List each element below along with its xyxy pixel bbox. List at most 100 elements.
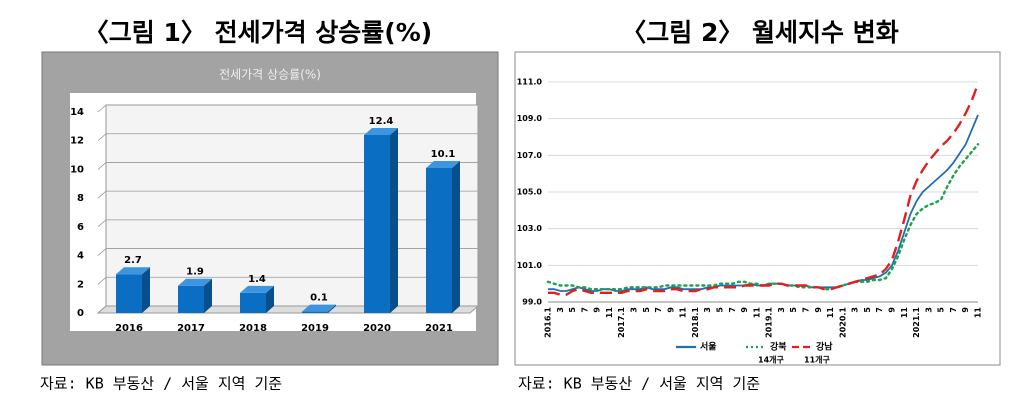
x-tick-label: 9 [961, 307, 970, 313]
x-tick-label: 2018.1 [691, 307, 700, 338]
y-tick-label: 0 [77, 308, 84, 319]
y-tick-label: 6 [77, 222, 84, 233]
x-tick-label: 5 [568, 307, 577, 313]
bar-top [302, 304, 336, 312]
y-tick-label: 2 [77, 279, 84, 290]
x-tick-label: 2019.1 [765, 307, 774, 338]
y-tick-label: 14 [70, 107, 84, 118]
data-label: 0.1 [310, 293, 328, 304]
chart-panel [514, 51, 1001, 366]
bar-top [364, 127, 398, 135]
x-tick-label: 9 [666, 307, 675, 313]
legend-label: 서울 [700, 341, 717, 353]
bar-side [328, 304, 336, 313]
x-tick-label: 5 [642, 307, 651, 313]
floor [96, 305, 480, 314]
bar-top [240, 285, 274, 293]
y-tick-label: 99.0 [522, 298, 542, 307]
bar-side [452, 160, 460, 313]
x-tick-label: 7 [802, 307, 811, 313]
data-label: 10.1 [431, 149, 456, 160]
bar [364, 127, 398, 313]
x-tick-label: 2017 [177, 323, 205, 334]
bar-side [390, 127, 398, 313]
grid-line [97, 248, 478, 256]
x-tick-label: 3 [630, 307, 639, 313]
data-label: 1.9 [186, 267, 204, 278]
y-tick-label: 4 [77, 251, 84, 262]
legend-label: 강북 [770, 341, 787, 353]
x-tick-label: 11 [605, 307, 614, 319]
bar-front [178, 285, 204, 313]
x-tick-label: 2019 [301, 323, 329, 334]
source: 자료: KB 부동산 / 서울 지역 기준 [40, 375, 282, 393]
figure-caption: 〈그림 2〉 월세지수 변화 [621, 18, 899, 47]
bar-top [178, 278, 212, 286]
bar-front [364, 134, 390, 313]
x-tick-label: 5 [937, 307, 946, 313]
x-tick-label: 2018 [239, 323, 267, 334]
x-tick-label: 11 [752, 307, 761, 319]
bar-front [240, 292, 266, 313]
x-tick-label: 9 [814, 307, 823, 313]
bar-top [116, 267, 150, 275]
bar-side [266, 285, 274, 313]
x-tick-label: 11 [974, 307, 983, 319]
y-tick-label: 103.0 [517, 224, 543, 233]
y-tick-label: 107.0 [517, 151, 543, 160]
bar [178, 278, 212, 313]
x-tick-label: 11 [679, 307, 688, 319]
figure-caption: 〈그림 1〉 전세가격 상승률(%) [84, 18, 432, 47]
x-tick-label: 3 [924, 307, 933, 313]
y-tick-label: 8 [77, 193, 84, 204]
bar-front [302, 311, 328, 313]
x-tick-label: 11 [900, 307, 909, 319]
data-label: 1.4 [248, 274, 266, 285]
x-tick-label: 2016 [115, 323, 143, 334]
grid-line [97, 305, 478, 314]
x-tick-label: 7 [875, 307, 884, 313]
x-tick-label: 7 [949, 307, 958, 313]
legend-note: 11개구 [804, 355, 830, 365]
x-tick-label: 2021 [425, 323, 453, 334]
grid-line [97, 276, 478, 285]
grid-line [97, 162, 478, 170]
bar-top [426, 160, 460, 168]
x-tick-label: 5 [789, 307, 798, 313]
bar-front [116, 274, 142, 313]
grid-line [97, 104, 478, 113]
chart-title: 전세가격 상승률(%) [219, 68, 321, 82]
legend-label: 강남 [816, 341, 833, 353]
x-tick-label: 5 [716, 307, 725, 313]
legend-note: 14개구 [758, 355, 784, 365]
x-tick-label: 3 [851, 307, 860, 313]
y-tick-label: 105.0 [517, 188, 543, 197]
x-tick-label: 5 [863, 307, 872, 313]
x-tick-label: 3 [777, 307, 786, 313]
x-tick-label: 7 [654, 307, 663, 313]
bar [116, 267, 150, 313]
y-tick-label: 10 [70, 164, 84, 175]
grid-line [97, 133, 478, 142]
grid-line [97, 190, 478, 199]
bar-front [426, 167, 452, 313]
bar [426, 160, 460, 313]
y-tick-label: 111.0 [517, 78, 543, 87]
x-tick-label: 11 [826, 307, 835, 319]
series-line [548, 83, 980, 296]
bar-side [204, 278, 212, 313]
x-tick-label: 9 [888, 307, 897, 313]
x-tick-label: 2020.1 [838, 307, 847, 338]
y-tick-label: 109.0 [517, 114, 543, 123]
x-tick-label: 7 [580, 307, 589, 313]
x-tick-label: 7 [728, 307, 737, 313]
bar [240, 285, 274, 313]
data-label: 2.7 [124, 255, 142, 266]
bar [302, 304, 336, 313]
grid-line [97, 219, 478, 228]
y-tick-label: 12 [70, 136, 84, 147]
y-tick-label: 101.0 [517, 261, 543, 270]
x-tick-label: 3 [703, 307, 712, 313]
x-tick-label: 9 [740, 307, 749, 313]
